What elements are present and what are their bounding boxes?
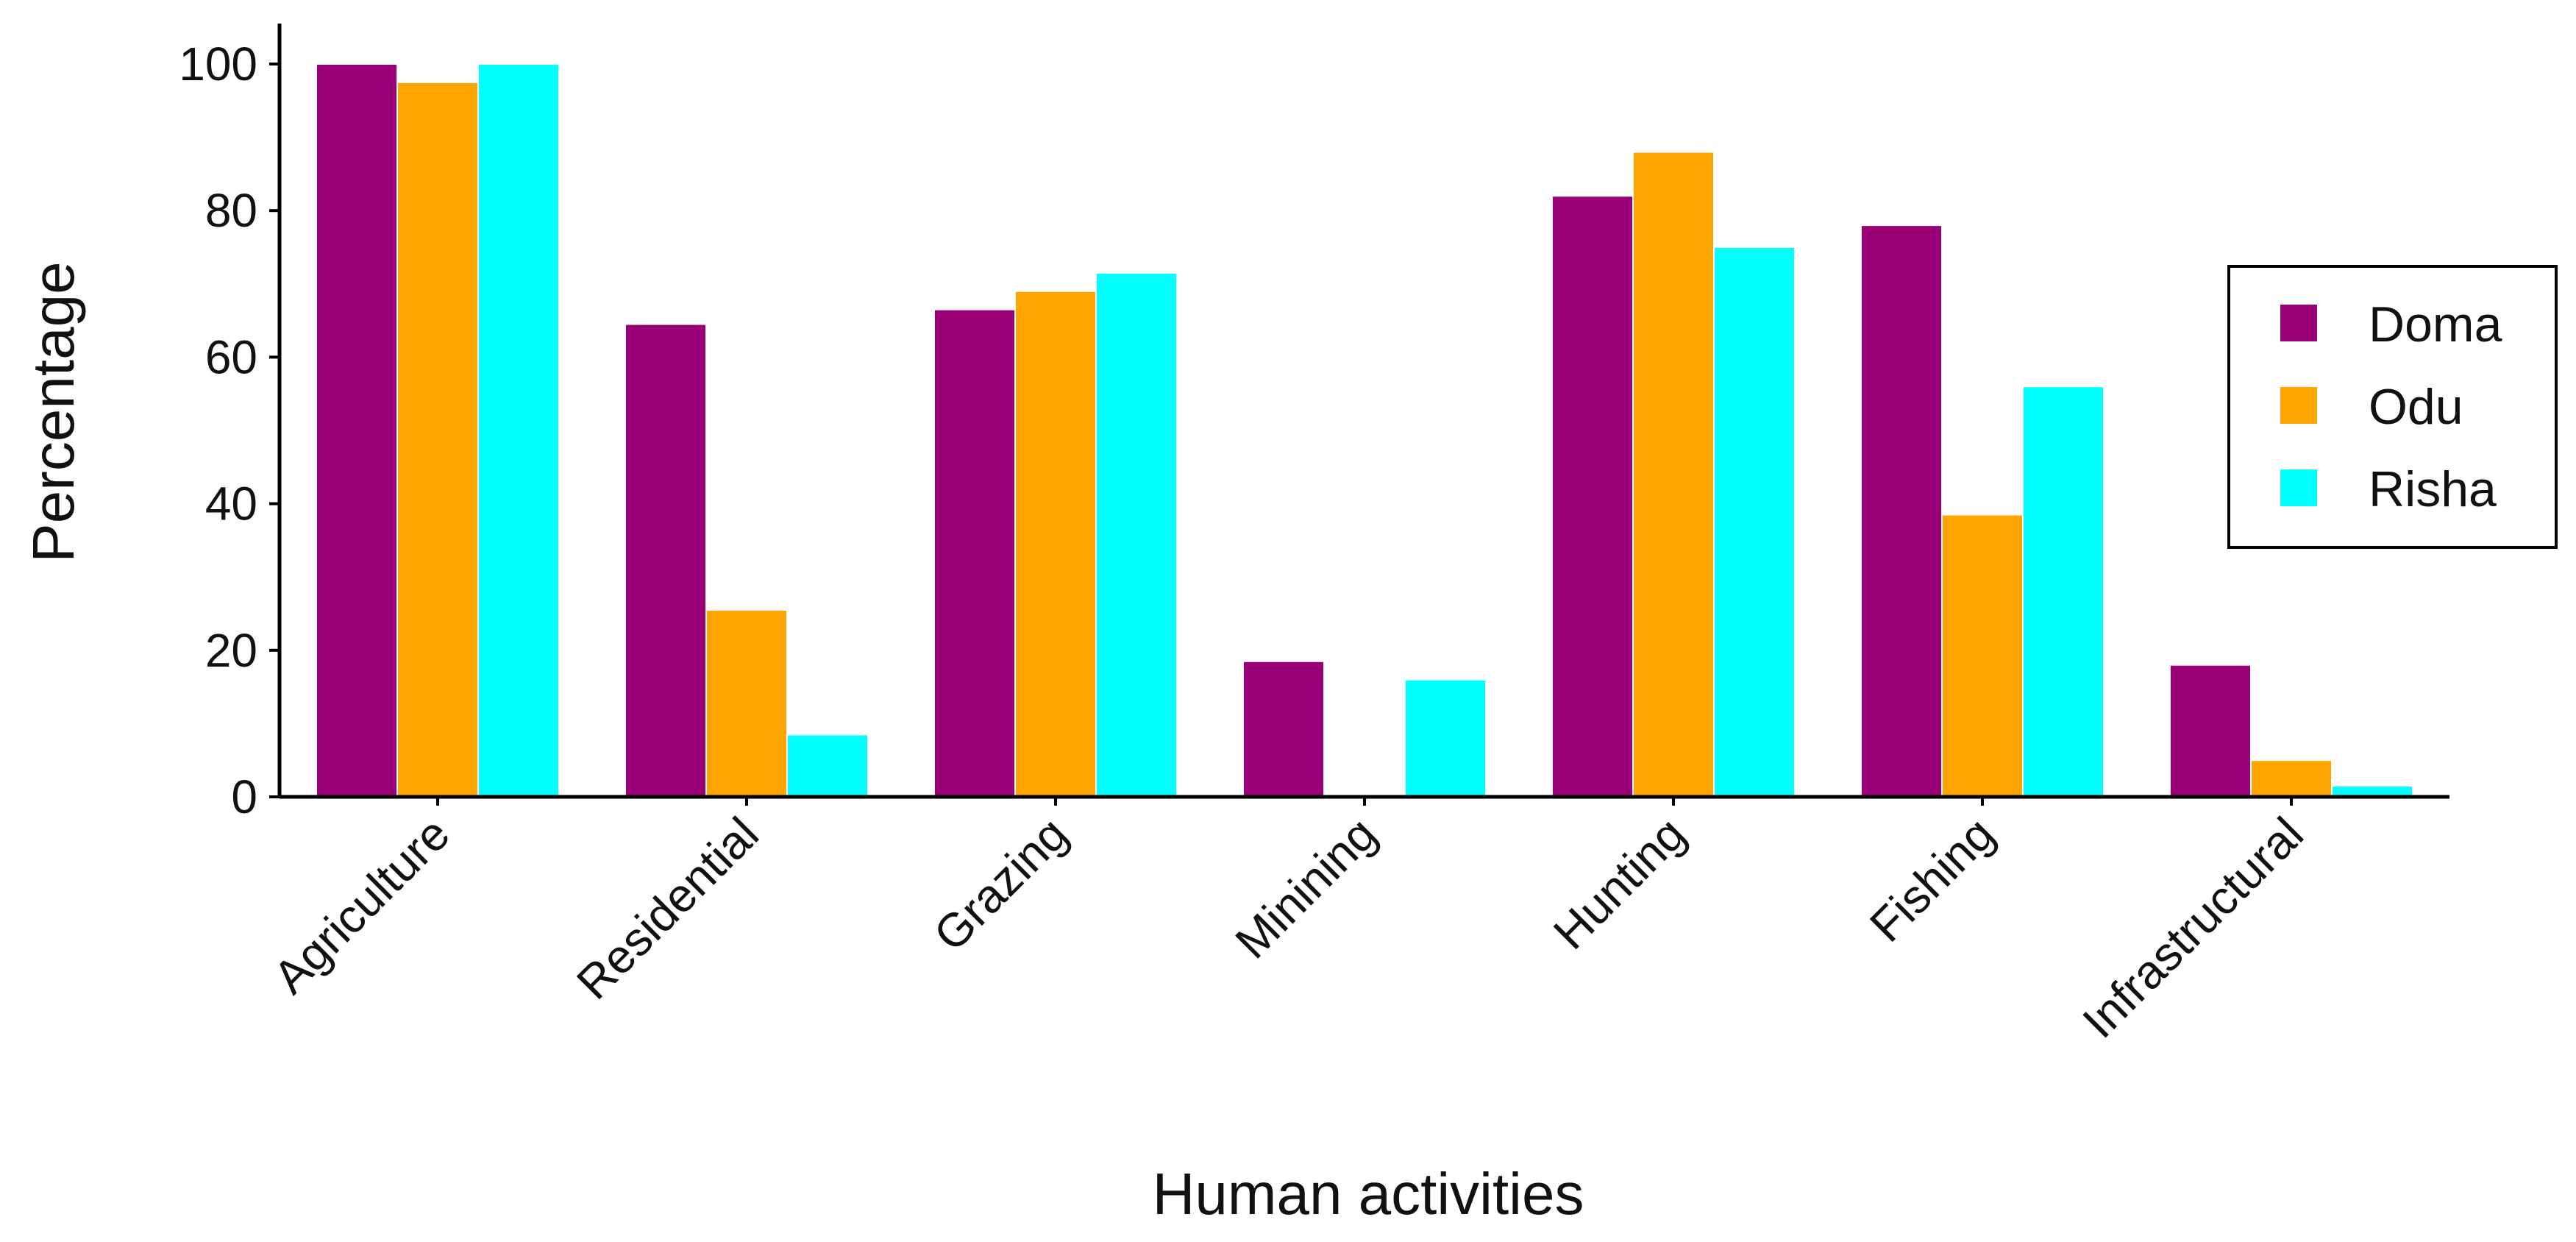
y-tick-label: 20 <box>205 624 257 677</box>
bar-odu-infrastructural <box>2250 759 2333 798</box>
bar-doma-hunting <box>1551 195 1634 798</box>
bar-odu-hunting <box>1632 151 1715 798</box>
legend-label-odu: Odu <box>2369 379 2463 435</box>
legend-swatch-doma <box>2280 305 2317 341</box>
bar-odu-grazing <box>1014 290 1097 798</box>
bar-risha-fishing <box>2022 386 2104 798</box>
y-tick-label: 100 <box>179 38 257 91</box>
bar-doma-infrastructural <box>2169 664 2252 798</box>
legend-swatch-risha <box>2280 469 2317 506</box>
bar-risha-residential <box>786 734 869 798</box>
legend: Doma Odu Risha <box>2227 265 2558 549</box>
y-tick-label: 60 <box>205 330 257 383</box>
x-tick-label: Grazing <box>924 807 1078 961</box>
bars-layer <box>316 63 2413 798</box>
legend-label-risha: Risha <box>2369 461 2497 517</box>
bar-doma-agriculture <box>316 63 398 798</box>
x-tick-label: Residential <box>566 807 769 1009</box>
bar-doma-grazing <box>933 308 1016 798</box>
y-tick-label: 0 <box>231 770 257 823</box>
bar-risha-hunting <box>1713 246 1796 798</box>
bar-risha-agriculture <box>477 63 560 798</box>
x-tick-label: Infrastructural <box>2072 807 2313 1048</box>
x-tick-label: Agriculture <box>263 807 460 1004</box>
y-axis-title: Percentage <box>21 261 86 562</box>
bar-doma-minining <box>1242 660 1325 798</box>
bar-risha-grazing <box>1095 272 1178 798</box>
bar-odu-fishing <box>1941 514 2024 798</box>
x-tick-label: Hunting <box>1543 807 1696 959</box>
bar-doma-fishing <box>1860 224 1943 798</box>
bar-odu-residential <box>705 609 788 798</box>
legend-swatch-odu <box>2280 387 2317 424</box>
bar-risha-minining <box>1404 678 1487 798</box>
x-tick-label: Fishing <box>1860 807 2004 952</box>
x-tick-label: Minining <box>1225 807 1386 968</box>
bar-odu-agriculture <box>396 81 479 798</box>
y-tick-label: 40 <box>205 478 257 530</box>
y-tick-label: 80 <box>205 184 257 237</box>
x-axis-title: Human activities <box>1153 1161 1584 1227</box>
bar-doma-residential <box>625 323 707 798</box>
legend-label-doma: Doma <box>2369 297 2502 352</box>
